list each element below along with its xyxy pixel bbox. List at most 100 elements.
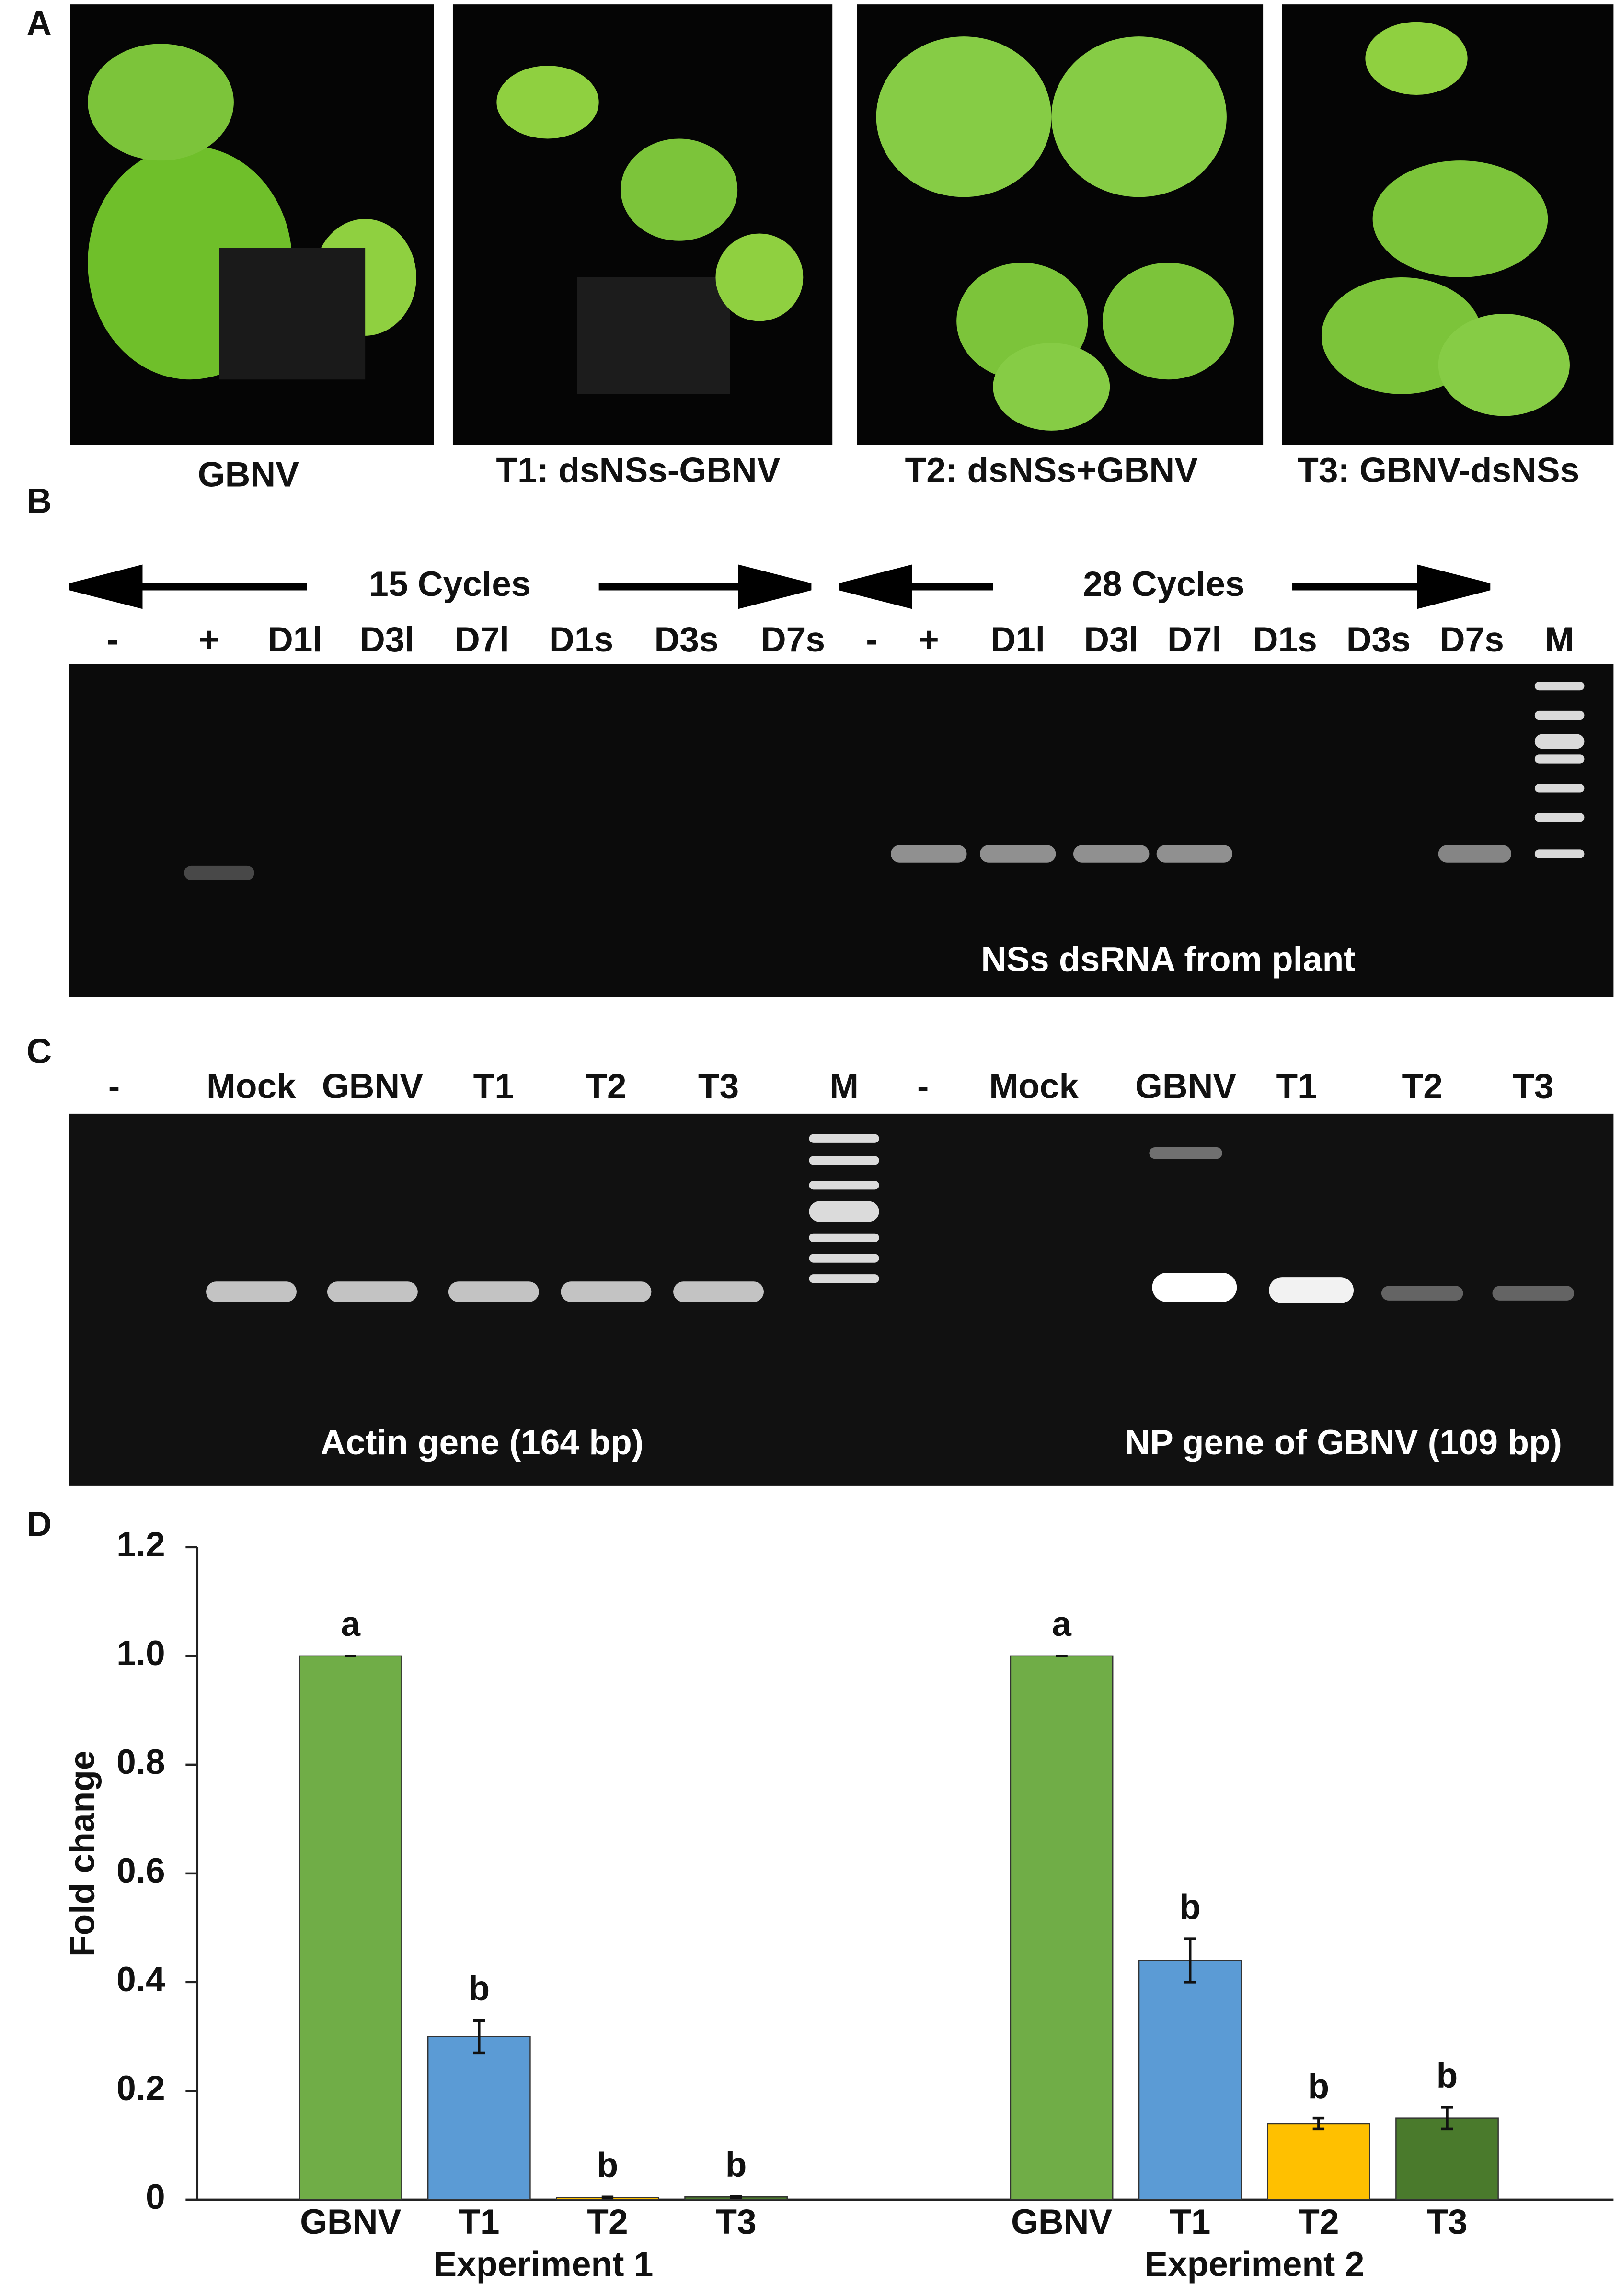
- gel-band: [809, 1254, 879, 1263]
- leaf: [715, 233, 804, 321]
- arrow-head: [69, 564, 143, 609]
- leaf: [1102, 263, 1234, 380]
- leaf: [88, 44, 234, 161]
- lane-label: D1l: [268, 620, 322, 659]
- gel-band: [561, 1281, 652, 1302]
- error-bar: [730, 2195, 742, 2199]
- gel-band: [1149, 1147, 1222, 1159]
- x-tick-label: T1: [1170, 2203, 1210, 2241]
- lane-label: D7l: [1167, 620, 1222, 659]
- lane-label: T3: [698, 1067, 739, 1106]
- arrow-head: [839, 564, 912, 609]
- lane-label: D3l: [360, 620, 414, 659]
- error-bar: [1312, 2116, 1325, 2131]
- photo-caption: T3: GBNV-dsNSs: [1297, 451, 1579, 490]
- gel-band: [1534, 813, 1585, 822]
- gel-caption: NSs dsRNA from plant: [981, 940, 1355, 979]
- lane-label: D3s: [1346, 620, 1411, 659]
- lane-label: D3s: [654, 620, 718, 659]
- lane-label: -: [866, 620, 877, 659]
- lane-label: D1s: [549, 620, 613, 659]
- gel-band: [1492, 1286, 1575, 1301]
- lane-label: +: [199, 620, 219, 659]
- gel-band: [1073, 845, 1150, 863]
- panel-label: A: [26, 4, 52, 43]
- photo-caption: GBNV: [198, 456, 299, 494]
- pot: [576, 277, 730, 394]
- bar: [299, 1655, 402, 2201]
- lane-label: D3l: [1084, 620, 1138, 659]
- bar: [1267, 2123, 1370, 2201]
- x-tick-label: T2: [587, 2203, 628, 2241]
- lane-label: D7s: [1440, 620, 1504, 659]
- significance-letter: b: [1179, 1887, 1201, 1926]
- significance-letter: b: [1308, 2067, 1330, 2106]
- bar: [1010, 1655, 1114, 2201]
- leaf: [496, 66, 599, 139]
- gel-band: [1152, 1273, 1237, 1302]
- lane-label: D1l: [990, 620, 1045, 659]
- gel-band: [206, 1281, 297, 1302]
- gel-band: [809, 1181, 879, 1190]
- x-tick-label: T3: [1426, 2203, 1467, 2241]
- gel-caption: NP gene of GBNV (109 bp): [1125, 1423, 1562, 1462]
- lane-label: -: [108, 1067, 120, 1106]
- x-tick-label: GBNV: [300, 2203, 401, 2241]
- lane-label: Mock: [989, 1067, 1079, 1106]
- arrow-head: [738, 564, 812, 609]
- significance-letter: b: [1437, 2056, 1458, 2095]
- gel-caption: Actin gene (164 bp): [321, 1423, 644, 1462]
- x-tick-label: T3: [715, 2203, 756, 2241]
- group-label: Experiment 1: [433, 2245, 653, 2284]
- lane-label: D7l: [455, 620, 509, 659]
- lane-label: D7s: [761, 620, 825, 659]
- photo-caption: T1: dsNSs-GBNV: [496, 451, 780, 490]
- lane-label: T2: [586, 1067, 626, 1106]
- lane-label: Mock: [207, 1067, 296, 1106]
- gel-band: [1269, 1277, 1354, 1304]
- leaf: [1051, 36, 1227, 197]
- leaf: [876, 36, 1052, 197]
- panel-label: B: [26, 482, 52, 521]
- gel-band: [1438, 845, 1512, 863]
- lane-label: GBNV: [322, 1067, 423, 1106]
- chart: 0 0.2 0.4 0.6 0.8 1.0 1.2 a GBNV b T1 b T2 b T3 Experim…: [116, 1525, 1614, 2284]
- gel-band: [327, 1281, 418, 1302]
- y-tick-label: 0.8: [116, 1743, 165, 1782]
- leaf: [1438, 314, 1570, 416]
- gel: [69, 664, 1614, 997]
- gel-band: [1534, 849, 1585, 858]
- x-tick-label: T2: [1298, 2203, 1339, 2241]
- error-bar: [473, 2019, 485, 2055]
- bar: [1138, 1960, 1242, 2201]
- leaf: [993, 343, 1110, 431]
- x-tick-label: GBNV: [1011, 2203, 1112, 2241]
- lane-label: T2: [1402, 1067, 1443, 1106]
- y-tick-label: 0.6: [116, 1851, 165, 1890]
- y-tick-label: 0.2: [116, 2069, 165, 2108]
- y-tick-label: 0: [146, 2178, 165, 2216]
- panel-label: C: [26, 1032, 52, 1071]
- y-tick-label: 0.4: [116, 1960, 165, 1999]
- x-tick-label: T1: [459, 2203, 499, 2241]
- gel-band: [1534, 784, 1585, 793]
- gel-band: [809, 1156, 879, 1165]
- y-tick-label: 1.0: [116, 1634, 165, 1673]
- gel-band: [184, 865, 254, 880]
- lane-label: T3: [1513, 1067, 1553, 1106]
- gel-band: [891, 845, 967, 863]
- significance-letter: b: [597, 2146, 619, 2185]
- photo-caption: T2: dsNSs+GBNV: [905, 451, 1198, 490]
- gel-band: [1534, 754, 1585, 764]
- lane-label: T1: [473, 1067, 514, 1106]
- gel-band: [979, 845, 1056, 863]
- leaf: [1365, 22, 1468, 95]
- error-bar: [1184, 1937, 1196, 1984]
- lane-label: +: [919, 620, 939, 659]
- arrow-head: [1417, 564, 1491, 609]
- gel-band: [1534, 734, 1585, 749]
- lane-label: T1: [1276, 1067, 1317, 1106]
- cycle-label: 15 Cycles: [369, 565, 530, 604]
- gel-band: [1534, 710, 1585, 720]
